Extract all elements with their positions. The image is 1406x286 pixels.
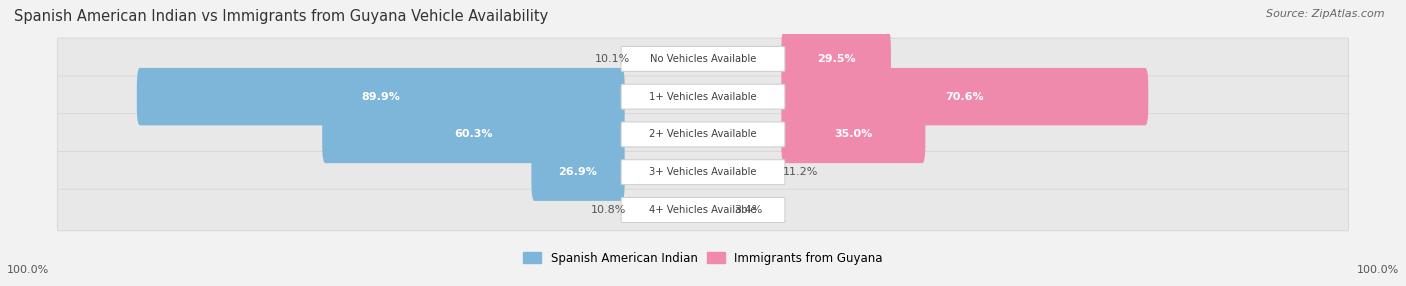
Text: 4+ Vehicles Available: 4+ Vehicles Available <box>650 205 756 215</box>
Text: 2+ Vehicles Available: 2+ Vehicles Available <box>650 130 756 139</box>
FancyBboxPatch shape <box>58 151 1348 193</box>
Text: 26.9%: 26.9% <box>558 167 598 177</box>
FancyBboxPatch shape <box>782 68 1149 125</box>
Text: 10.1%: 10.1% <box>595 54 630 64</box>
Text: 100.0%: 100.0% <box>1357 265 1399 275</box>
FancyBboxPatch shape <box>58 38 1348 80</box>
FancyBboxPatch shape <box>322 106 624 163</box>
Text: 1+ Vehicles Available: 1+ Vehicles Available <box>650 92 756 102</box>
Text: 35.0%: 35.0% <box>834 130 873 139</box>
FancyBboxPatch shape <box>782 30 891 88</box>
FancyBboxPatch shape <box>621 198 785 223</box>
FancyBboxPatch shape <box>58 76 1348 118</box>
FancyBboxPatch shape <box>621 122 785 147</box>
Text: 29.5%: 29.5% <box>817 54 855 64</box>
Text: 70.6%: 70.6% <box>945 92 984 102</box>
Text: Spanish American Indian vs Immigrants from Guyana Vehicle Availability: Spanish American Indian vs Immigrants fr… <box>14 9 548 23</box>
Text: No Vehicles Available: No Vehicles Available <box>650 54 756 64</box>
FancyBboxPatch shape <box>782 106 925 163</box>
Text: 3+ Vehicles Available: 3+ Vehicles Available <box>650 167 756 177</box>
Text: 60.3%: 60.3% <box>454 130 492 139</box>
FancyBboxPatch shape <box>136 68 624 125</box>
FancyBboxPatch shape <box>621 46 785 71</box>
Text: Source: ZipAtlas.com: Source: ZipAtlas.com <box>1267 9 1385 19</box>
Text: 10.8%: 10.8% <box>591 205 626 215</box>
Legend: Spanish American Indian, Immigrants from Guyana: Spanish American Indian, Immigrants from… <box>523 252 883 265</box>
Text: 3.4%: 3.4% <box>734 205 762 215</box>
Text: 11.2%: 11.2% <box>783 167 818 177</box>
FancyBboxPatch shape <box>531 144 624 201</box>
Text: 89.9%: 89.9% <box>361 92 401 102</box>
FancyBboxPatch shape <box>58 189 1348 231</box>
FancyBboxPatch shape <box>621 84 785 109</box>
Text: 100.0%: 100.0% <box>7 265 49 275</box>
FancyBboxPatch shape <box>621 160 785 185</box>
FancyBboxPatch shape <box>58 114 1348 155</box>
